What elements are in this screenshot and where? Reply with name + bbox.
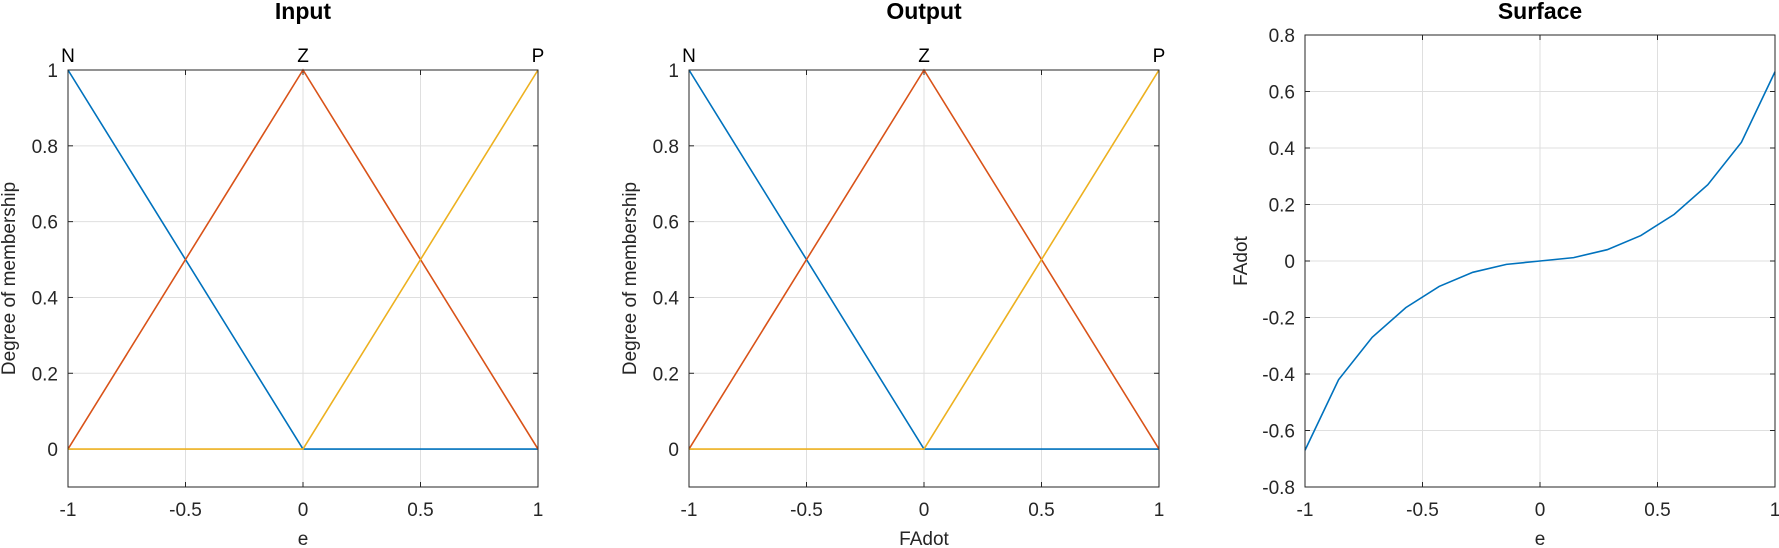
y-tick-label: -0.2 bbox=[1262, 309, 1295, 330]
y-tick-label: -0.4 bbox=[1262, 365, 1295, 386]
y-tick-label: 0.2 bbox=[32, 364, 58, 385]
chart-title: Output bbox=[886, 0, 962, 24]
series-2-line bbox=[68, 69, 539, 450]
chart-2: -1 -0.5 0 0.5 1 -0.8 -0.6 -0.4 -0.2 0 0.2 0.4 0.6 0.8… bbox=[1231, 0, 1779, 548]
mf-label-z: Z bbox=[918, 46, 930, 67]
y-tick-label: 0.6 bbox=[653, 213, 679, 234]
chart-title: Surface bbox=[1498, 0, 1582, 24]
y-axis-label: Degree of membership bbox=[0, 182, 20, 375]
x-tick-label: 1 bbox=[1770, 500, 1779, 521]
series-2-line bbox=[689, 69, 1160, 450]
x-tick-label: -1 bbox=[1297, 500, 1314, 521]
x-tick-label: 1 bbox=[533, 500, 544, 521]
chart-0: -1 -0.5 0 0.5 100.20.40.60.81N Z PInputeDegree… bbox=[0, 0, 544, 548]
chart-title: Input bbox=[275, 0, 332, 24]
y-tick-label: 0 bbox=[668, 440, 679, 461]
y-tick-label: 0.8 bbox=[1269, 26, 1295, 47]
y-tick-label: 0.6 bbox=[1269, 83, 1295, 104]
y-tick-label: 1 bbox=[47, 61, 58, 82]
x-tick-label: 0.5 bbox=[407, 500, 433, 521]
y-axis-label: FAdot bbox=[1231, 235, 1252, 285]
axes-box bbox=[688, 69, 1160, 488]
mf-label-p: P bbox=[532, 46, 545, 67]
y-tick-label: 0.6 bbox=[32, 213, 58, 234]
x-tick-label: 0 bbox=[1535, 500, 1546, 521]
mf-label-n: N bbox=[682, 46, 696, 67]
x-tick-label: -1 bbox=[681, 500, 698, 521]
x-axis-label: e bbox=[1535, 529, 1546, 548]
x-tick-label: -0.5 bbox=[790, 500, 823, 521]
y-tick-label: 0 bbox=[47, 440, 58, 461]
y-tick-label: -0.6 bbox=[1262, 422, 1295, 443]
axes-box bbox=[67, 69, 539, 488]
y-tick-label: 0.4 bbox=[32, 288, 59, 309]
axes-box bbox=[1304, 34, 1776, 488]
y-tick-label: 1 bbox=[668, 61, 679, 82]
series-0-line bbox=[1304, 71, 1776, 451]
x-tick-label: 0.5 bbox=[1644, 500, 1670, 521]
y-tick-label: -0.8 bbox=[1262, 478, 1295, 499]
x-tick-label: 0.5 bbox=[1028, 500, 1054, 521]
x-tick-label: -0.5 bbox=[1406, 500, 1439, 521]
x-tick-label: -0.5 bbox=[169, 500, 202, 521]
y-tick-label: 0.4 bbox=[653, 288, 680, 309]
y-tick-label: 0.8 bbox=[32, 137, 58, 158]
y-tick-label: 0.4 bbox=[1269, 139, 1296, 160]
mf-label-z: Z bbox=[297, 46, 309, 67]
x-tick-label: 1 bbox=[1154, 500, 1165, 521]
y-tick-label: 0.8 bbox=[653, 137, 679, 158]
mf-label-n: N bbox=[61, 46, 75, 67]
y-tick-label: 0 bbox=[1284, 252, 1295, 273]
x-axis-label: e bbox=[298, 529, 309, 548]
y-tick-label: 0.2 bbox=[1269, 196, 1295, 217]
x-tick-label: -1 bbox=[60, 500, 77, 521]
x-tick-label: 0 bbox=[919, 500, 930, 521]
x-axis-label: FAdot bbox=[899, 529, 949, 548]
x-tick-label: 0 bbox=[298, 500, 309, 521]
chart-1: -1 -0.5 0 0.5 100.20.40.60.81N Z POutputFAdotD… bbox=[620, 0, 1165, 548]
y-axis-label: Degree of membership bbox=[620, 182, 641, 375]
y-tick-label: 0.2 bbox=[653, 364, 679, 385]
mf-label-p: P bbox=[1153, 46, 1166, 67]
